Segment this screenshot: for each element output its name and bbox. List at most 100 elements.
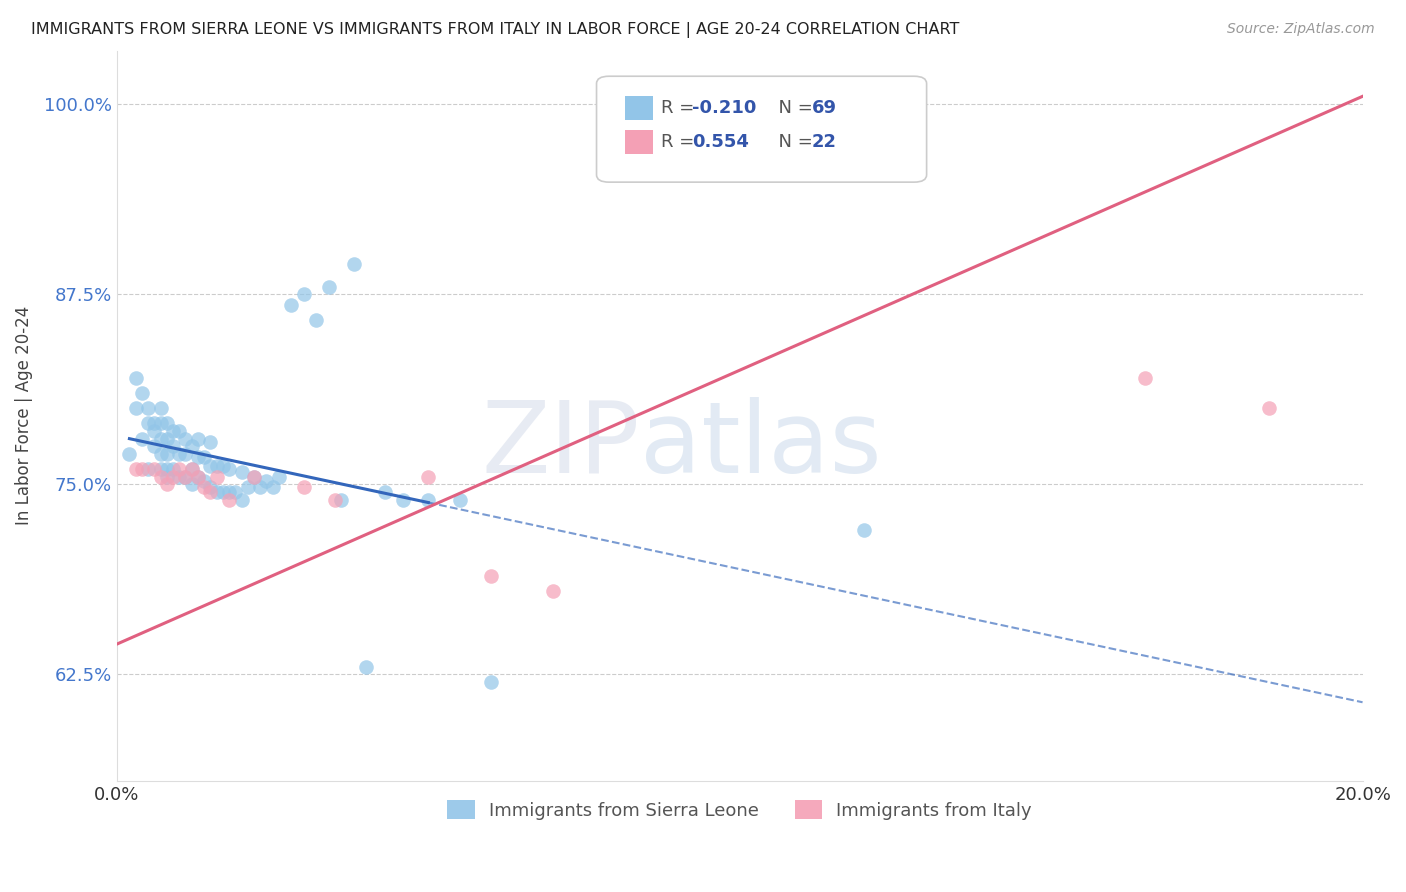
Point [180,462,202,476]
FancyBboxPatch shape [626,96,652,120]
Point [1258,401,1281,416]
Point [136,401,159,416]
Text: 22: 22 [813,133,837,151]
Text: -0.210: -0.210 [692,99,756,117]
Point [174,469,197,483]
Point [180,439,202,453]
Point [156,469,179,483]
Text: N =: N = [768,133,818,151]
Point [305,313,328,327]
Point [180,477,202,491]
Point [330,492,353,507]
Point [149,432,172,446]
Point [200,458,222,473]
Point [205,484,228,499]
Point [131,432,153,446]
Point [124,401,146,416]
Point [449,492,471,507]
Point [853,523,876,537]
Point [162,424,184,438]
Text: atlas: atlas [640,397,882,493]
Point [318,279,340,293]
Point [124,371,146,385]
Text: ZIP: ZIP [482,397,640,493]
Text: R =: R = [661,133,706,151]
Point [479,675,502,690]
Point [156,432,179,446]
Point [174,447,197,461]
Point [231,492,253,507]
Point [218,492,240,507]
Point [143,462,166,476]
Point [262,480,284,494]
Point [256,475,278,489]
Point [343,257,366,271]
Point [374,484,396,499]
Point [156,477,179,491]
Text: 0.554: 0.554 [692,133,749,151]
Point [187,432,209,446]
Point [292,287,315,301]
Point [292,480,315,494]
Point [205,458,228,473]
Point [218,462,240,476]
Point [418,492,440,507]
Point [167,462,190,476]
Point [479,568,502,582]
Point [180,462,202,476]
Point [143,417,166,431]
Point [136,462,159,476]
Point [224,484,246,499]
Point [193,450,215,464]
Point [167,447,190,461]
Point [162,462,184,476]
Text: N =: N = [768,99,818,117]
Point [149,469,172,483]
Point [156,417,179,431]
Point [149,462,172,476]
Point [187,469,209,483]
Text: IMMIGRANTS FROM SIERRA LEONE VS IMMIGRANTS FROM ITALY IN LABOR FORCE | AGE 20-24: IMMIGRANTS FROM SIERRA LEONE VS IMMIGRAN… [31,22,959,38]
Point [418,469,440,483]
Point [200,434,222,449]
Point [167,424,190,438]
Point [187,450,209,464]
Point [200,480,222,494]
Point [1133,371,1156,385]
Point [541,583,564,598]
Point [211,484,233,499]
Point [156,447,179,461]
Point [193,475,215,489]
Point [156,462,179,476]
FancyBboxPatch shape [596,76,927,182]
Text: R =: R = [661,99,700,117]
Point [249,480,271,494]
Point [149,417,172,431]
Point [124,462,146,476]
Point [131,386,153,401]
Point [149,447,172,461]
Point [231,465,253,479]
Point [174,469,197,483]
Point [187,469,209,483]
Point [211,458,233,473]
Legend: Immigrants from Sierra Leone, Immigrants from Italy: Immigrants from Sierra Leone, Immigrants… [440,793,1039,827]
Point [149,401,172,416]
Point [200,484,222,499]
Point [243,469,266,483]
Point [136,417,159,431]
Point [118,447,141,461]
Text: 69: 69 [813,99,837,117]
Point [167,469,190,483]
Point [323,492,346,507]
Point [236,480,259,494]
Point [143,439,166,453]
Point [354,660,377,674]
Point [131,462,153,476]
Point [143,424,166,438]
Point [193,480,215,494]
Point [205,469,228,483]
Point [267,469,290,483]
Point [162,439,184,453]
Point [162,469,184,483]
